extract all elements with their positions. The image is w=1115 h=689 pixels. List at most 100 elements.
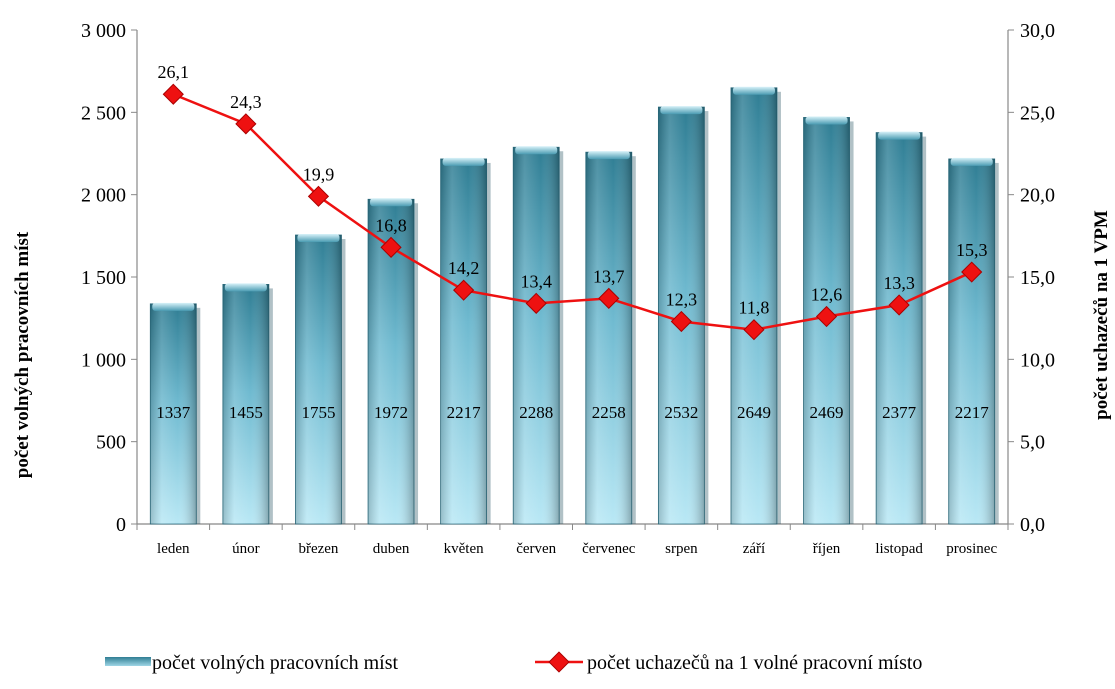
bar-cap <box>370 198 413 207</box>
line-value-label: 12,6 <box>811 285 843 305</box>
legend-line-label: počet uchazečů na 1 volné pracovní místo <box>587 652 922 674</box>
bar-value-label: 2258 <box>592 403 626 422</box>
line-value-label: 15,3 <box>956 240 988 260</box>
bar <box>657 106 709 525</box>
y-right-tick-label: 5,0 <box>1020 432 1045 454</box>
category-labels: leden únor březen duben květen červen červenec… <box>157 541 997 557</box>
bar-labels: 1337 1455 1755 1972 2217 2288 2258 2532 2649 2469… <box>156 403 989 422</box>
x-category-label: září <box>743 541 765 557</box>
bar-value-label: 1755 <box>301 403 335 422</box>
bar-cap <box>224 283 267 292</box>
line-marker <box>743 319 765 341</box>
bar-shading <box>440 158 487 524</box>
y-right-tick-label: 30,0 <box>1020 20 1055 42</box>
bar <box>948 157 999 525</box>
bar-shading <box>876 132 923 524</box>
bars <box>149 86 999 525</box>
y-left-tick-label: 3 000 <box>81 20 126 42</box>
line-value-label: 26,1 <box>158 62 190 82</box>
bar <box>585 151 636 525</box>
legend-bar-label: počet volných pracovních míst <box>152 652 398 674</box>
bar-shading <box>295 235 342 524</box>
bar-value-label: 2377 <box>882 403 917 422</box>
bar-value-label: 1455 <box>229 403 263 422</box>
axes: 0 500 1 000 1 500 2 000 2 500 3 000 0,0 5,0 10,0 1… <box>81 20 1055 536</box>
legend-line-marker <box>548 651 570 673</box>
x-category-label: květen <box>444 541 484 557</box>
x-category-label: říjen <box>813 541 841 557</box>
bar-value-label: 2532 <box>664 403 698 422</box>
line-value-label: 24,3 <box>230 92 262 112</box>
bar-shading <box>513 147 560 524</box>
bar-cap <box>878 131 921 140</box>
bar-value-label: 1972 <box>374 403 408 422</box>
x-category-label: prosinec <box>946 541 997 557</box>
bar <box>149 302 201 525</box>
bar <box>512 146 564 525</box>
legend: počet volných pracovních míst počet ucha… <box>105 651 922 674</box>
line-value-label: 13,3 <box>883 273 915 293</box>
bar-shading <box>222 284 269 524</box>
bar-shading <box>585 152 632 524</box>
line-marker <box>162 83 184 105</box>
line-marker <box>235 113 257 135</box>
bar-cap <box>442 157 485 166</box>
bar-cap <box>515 146 558 155</box>
bar-shading <box>730 87 777 524</box>
y-left-tick-label: 2 000 <box>81 185 126 207</box>
line-labels: 26,1 24,3 19,9 16,8 14,2 13,4 13,7 12,3 11,8 12,6… <box>158 62 988 317</box>
line-series <box>162 83 983 341</box>
line-value-label: 13,4 <box>520 271 552 291</box>
line-value-label: 16,8 <box>375 215 407 235</box>
bar-value-label: 2288 <box>519 403 553 422</box>
line-marker <box>598 287 620 310</box>
y-right-tick-label: 20,0 <box>1020 185 1055 207</box>
x-category-label: leden <box>157 541 190 557</box>
bar <box>295 234 346 525</box>
bar-value-label: 2217 <box>447 403 482 422</box>
bar-value-label: 2469 <box>810 403 844 422</box>
bar-cap <box>297 234 340 243</box>
y-right-tick-label: 0,0 <box>1020 514 1045 536</box>
line-series-path <box>172 93 973 331</box>
line-marker <box>307 185 330 207</box>
bar <box>440 157 491 525</box>
line-marker <box>815 305 838 328</box>
x-category-label: únor <box>232 541 260 557</box>
bar <box>803 116 854 525</box>
y-left-tick-label: 1 500 <box>81 267 126 289</box>
x-category-label: listopad <box>875 541 923 557</box>
y-right-axis-title: počet uchazečů na 1 VPM <box>1091 210 1112 420</box>
bar-cap <box>805 116 848 125</box>
x-category-label: duben <box>373 541 410 557</box>
y-left-tick-label: 1 000 <box>81 349 126 371</box>
x-category-label: březen <box>298 541 338 557</box>
bar-shading <box>948 158 995 524</box>
y-left-axis-title: počet volných pracovních míst <box>12 231 33 478</box>
bar-value-label: 2649 <box>737 403 771 422</box>
bar-cap <box>152 302 195 311</box>
y-left-tick-label: 0 <box>116 514 126 536</box>
y-right-tick-label: 15,0 <box>1020 267 1055 289</box>
line-value-label: 13,7 <box>593 266 625 286</box>
line-value-label: 19,9 <box>303 164 335 184</box>
line-value-label: 12,3 <box>666 289 698 309</box>
x-category-label: červenec <box>582 541 636 557</box>
x-category-label: červen <box>516 541 556 557</box>
bar-cap <box>732 86 775 95</box>
bar <box>875 131 927 525</box>
bar-shading <box>150 303 197 524</box>
line-marker <box>961 261 983 283</box>
bar <box>222 283 273 525</box>
line-marker <box>525 292 547 314</box>
bar-value-label: 1337 <box>156 403 191 422</box>
bar-cap <box>587 151 630 160</box>
line-marker <box>888 294 910 316</box>
legend-bar-swatch <box>105 657 151 666</box>
line-marker <box>380 236 402 258</box>
line-marker <box>453 279 475 301</box>
line-value-label: 11,8 <box>739 298 770 318</box>
bar-cap <box>660 106 703 115</box>
bar <box>730 86 781 525</box>
y-left-tick-label: 500 <box>96 432 126 454</box>
